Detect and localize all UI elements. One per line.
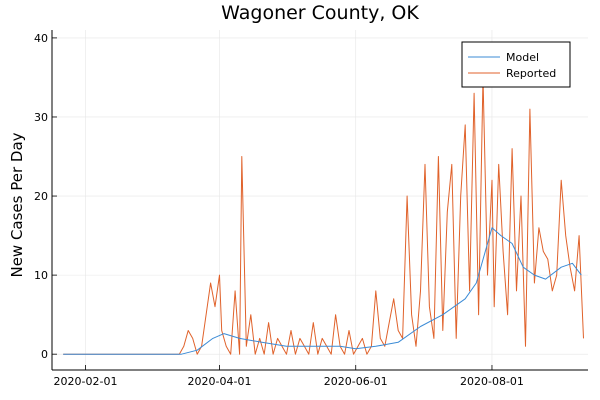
legend-label-reported: Reported: [506, 67, 556, 80]
legend-box: [461, 41, 571, 88]
y-tick-label: 10: [34, 269, 48, 282]
axes: [51, 30, 588, 371]
y-axis-label: New Cases Per Day: [8, 132, 26, 277]
y-tick-label: 40: [34, 32, 48, 45]
x-tick-label: 2020-04-01: [188, 375, 252, 388]
legend-label-model: Model: [506, 51, 539, 64]
series-line-model: [63, 227, 582, 355]
tick-labels: 0 10 20 30 40 2020-02-01 2020-04-01 2020-06-01 2…: [34, 32, 524, 388]
y-tick-label: 0: [41, 348, 48, 361]
chart-title: Wagoner County, OK: [221, 2, 419, 24]
x-tick-label: 2020-08-01: [460, 375, 524, 388]
legend: Model Reported: [461, 41, 571, 88]
x-tick-label: 2020-06-01: [324, 375, 388, 388]
y-tick-label: 30: [34, 111, 48, 124]
series-line-reported: [63, 76, 584, 355]
x-tick-label: 2020-02-01: [54, 375, 118, 388]
y-tick-label: 20: [34, 190, 48, 203]
series-lines: [63, 76, 584, 355]
